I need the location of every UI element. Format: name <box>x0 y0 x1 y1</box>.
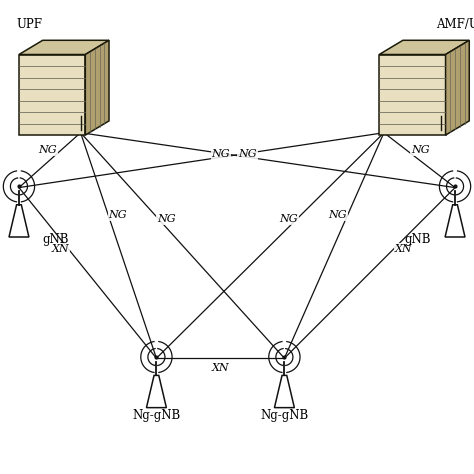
Text: gNB: gNB <box>405 234 431 246</box>
Text: NG: NG <box>238 149 257 159</box>
Text: gNB: gNB <box>43 234 69 246</box>
Text: XN: XN <box>211 363 229 373</box>
Polygon shape <box>19 55 85 135</box>
Polygon shape <box>274 375 294 408</box>
Text: Ng-gNB: Ng-gNB <box>260 409 309 422</box>
Text: AMF/UPF: AMF/UPF <box>436 18 474 31</box>
Text: XN: XN <box>51 244 69 254</box>
Text: Ng-gNB: Ng-gNB <box>132 409 181 422</box>
Text: NG: NG <box>38 145 56 155</box>
Text: NG: NG <box>109 210 127 219</box>
Polygon shape <box>445 205 465 237</box>
Text: NG: NG <box>279 214 298 224</box>
Text: XN: XN <box>395 244 413 254</box>
Polygon shape <box>9 205 29 237</box>
Polygon shape <box>379 40 469 55</box>
Polygon shape <box>19 40 109 55</box>
Text: NG: NG <box>212 149 230 159</box>
Polygon shape <box>446 40 469 135</box>
Polygon shape <box>379 55 446 135</box>
Polygon shape <box>85 40 109 135</box>
Text: NG: NG <box>328 210 347 219</box>
Text: UPF: UPF <box>17 18 43 31</box>
Text: NG: NG <box>411 145 430 155</box>
Polygon shape <box>146 375 166 408</box>
Text: NG: NG <box>157 214 176 224</box>
